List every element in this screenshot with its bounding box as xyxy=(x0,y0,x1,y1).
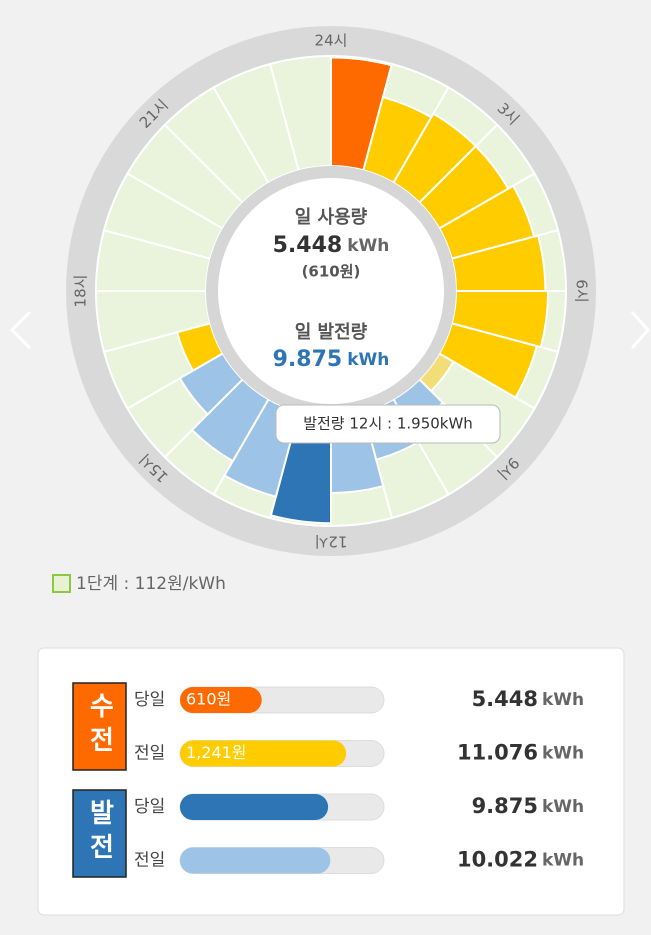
row-unit: kWh xyxy=(542,851,584,871)
gen-total: 9.875 kWh xyxy=(273,347,390,372)
usage-total: 5.448 kWh xyxy=(273,233,390,258)
bar xyxy=(180,687,262,713)
row-label: 전일 xyxy=(134,851,165,871)
tooltip: 발전량 12시 : 1.950kWh xyxy=(303,415,473,433)
summary-panel xyxy=(37,647,625,916)
group-label: 수전 xyxy=(85,692,115,760)
row-unit: kWh xyxy=(542,797,584,817)
hour-label: 18시 xyxy=(72,275,90,308)
row-unit: kWh xyxy=(542,690,584,710)
bar xyxy=(180,794,329,820)
gen-unit: kWh xyxy=(347,350,389,370)
usage-unit: kWh xyxy=(347,236,389,256)
bar-label: 610원 xyxy=(186,690,231,709)
hour-label: 24시 xyxy=(315,32,348,50)
row-value: 10.022 xyxy=(457,848,538,872)
row-value: 11.076 xyxy=(457,741,538,765)
prev-arrow[interactable] xyxy=(9,310,32,350)
usage-cost: (610원) xyxy=(302,263,361,281)
center-disc xyxy=(218,178,444,404)
row-value: 5.448 xyxy=(472,687,538,711)
bar-label: 1,241원 xyxy=(186,743,247,762)
group-badge xyxy=(72,789,127,878)
group-label: 발전 xyxy=(85,799,115,867)
hour-label: 12시 xyxy=(315,533,348,551)
usage-title: 일 사용량 xyxy=(295,207,368,228)
legend-note: 1단계 : 112원/kWh xyxy=(76,574,226,594)
bar xyxy=(180,847,331,874)
hour-label: 6시 xyxy=(573,279,591,302)
row-label: 당일 xyxy=(134,797,165,817)
usage-value: 5.448 xyxy=(273,233,343,258)
row-label: 전일 xyxy=(134,744,165,764)
gen-title: 일 발전량 xyxy=(295,322,368,343)
gen-value: 9.875 xyxy=(273,347,343,372)
next-arrow[interactable] xyxy=(630,311,651,349)
tooltip-box xyxy=(275,404,501,444)
group-badge xyxy=(72,682,127,771)
row-label: 당일 xyxy=(134,690,165,710)
row-unit: kWh xyxy=(542,744,584,764)
legend-swatch xyxy=(52,574,71,593)
bar xyxy=(180,740,347,767)
row-value: 9.875 xyxy=(472,794,538,818)
